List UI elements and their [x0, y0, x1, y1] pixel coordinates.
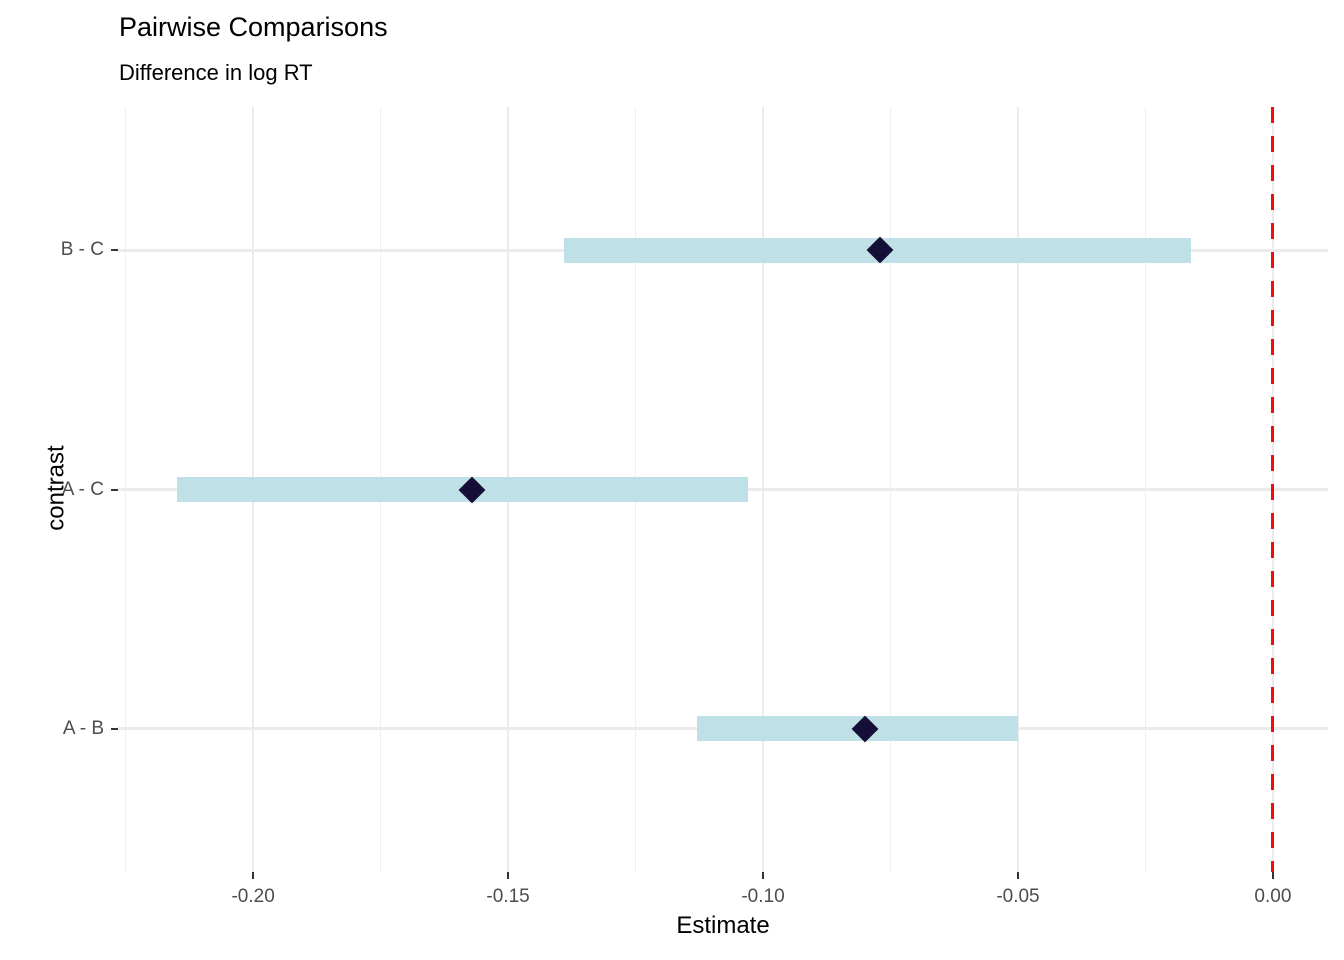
x-axis-tick [1016, 872, 1019, 879]
x-axis-tick-label: -0.20 [231, 886, 275, 907]
x-axis-tick [507, 872, 510, 879]
y-axis-title: contrast [42, 445, 70, 531]
zero-reference-line [1271, 107, 1275, 872]
y-axis-tick-label: A - C [61, 478, 104, 500]
y-axis-tick-label: A - B [62, 717, 104, 739]
y-axis-tick [111, 727, 118, 730]
x-axis-tick-label: -0.15 [486, 886, 530, 907]
y-axis-tick [111, 488, 118, 491]
chart-title: Pairwise Comparisons [119, 12, 388, 42]
plot-panel [118, 107, 1328, 872]
x-axis-title: Estimate [676, 912, 770, 939]
x-axis-tick [762, 872, 765, 879]
x-axis-tick-label: -0.05 [996, 886, 1040, 907]
chart-subtitle: Difference in log RT [119, 60, 313, 85]
y-axis-tick [111, 249, 118, 252]
x-axis-tick [1271, 872, 1274, 879]
x-axis-tick [252, 872, 255, 879]
x-axis-tick-label: 0.00 [1254, 886, 1292, 907]
x-axis-tick-label: -0.10 [741, 886, 785, 907]
y-axis-tick-label: B - C [60, 239, 104, 261]
